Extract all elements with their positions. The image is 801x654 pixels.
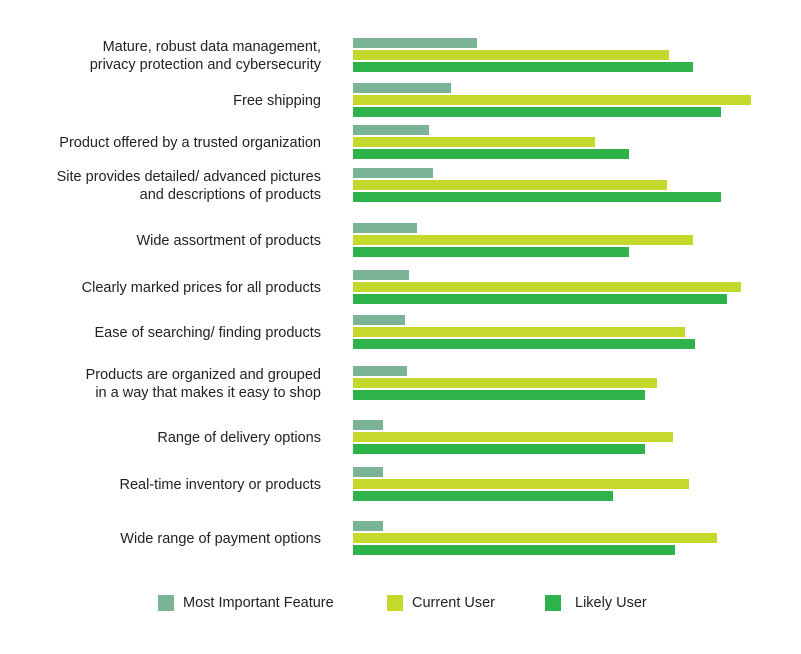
bar-most-important-feature [353, 420, 383, 430]
category-label: in a way that makes it easy to shop [95, 385, 321, 401]
legend-item-likely-user: Likely User [545, 595, 647, 611]
category-label: Wide range of payment options [120, 531, 321, 547]
bar-likely-user [353, 444, 645, 454]
legend-swatch [158, 595, 174, 611]
category-labels: Mature, robust data management, privacy p… [57, 39, 322, 547]
bar-likely-user [353, 107, 721, 117]
category-label: Mature, robust data management, [103, 39, 321, 55]
bar-current-user [353, 378, 657, 388]
bar-most-important-feature [353, 315, 405, 325]
bar-most-important-feature [353, 83, 451, 93]
bar-likely-user [353, 247, 629, 257]
bar-likely-user [353, 339, 695, 349]
legend-label: Likely User [575, 595, 647, 611]
bar-likely-user [353, 62, 693, 72]
bar-current-user [353, 282, 741, 292]
category-label: and descriptions of products [140, 187, 321, 203]
bar-most-important-feature [353, 168, 433, 178]
bar-current-user [353, 533, 717, 543]
category-label: Free shipping [233, 93, 321, 109]
bar-most-important-feature [353, 223, 417, 233]
category-label: Site provides detailed/ advanced picture… [57, 169, 321, 185]
legend-item-current-user: Current User [387, 595, 495, 611]
bar-current-user [353, 180, 667, 190]
bar-likely-user [353, 192, 721, 202]
bar-most-important-feature [353, 521, 383, 531]
category-label: Ease of searching/ finding products [95, 325, 322, 341]
bar-most-important-feature [353, 38, 477, 48]
legend-swatch [387, 595, 403, 611]
category-label: Range of delivery options [157, 430, 321, 446]
bar-likely-user [353, 491, 613, 501]
bar-likely-user [353, 149, 629, 159]
category-label: privacy protection and cybersecurity [90, 57, 322, 73]
bar-most-important-feature [353, 366, 407, 376]
legend: Most Important Feature Current User Like… [0, 595, 801, 615]
category-label: Real-time inventory or products [120, 477, 321, 493]
legend-swatch [545, 595, 561, 611]
bar-most-important-feature [353, 125, 429, 135]
bar-current-user [353, 327, 685, 337]
bar-likely-user [353, 545, 675, 555]
bar-current-user [353, 95, 751, 105]
bar-most-important-feature [353, 270, 409, 280]
category-label: Products are organized and grouped [86, 367, 321, 383]
bars [353, 38, 751, 555]
bar-likely-user [353, 390, 645, 400]
legend-label: Current User [412, 595, 495, 611]
legend-item-most-important: Most Important Feature [158, 595, 334, 611]
category-label: Product offered by a trusted organizatio… [59, 135, 321, 151]
bar-current-user [353, 137, 595, 147]
category-label: Wide assortment of products [136, 233, 321, 249]
bar-chart: Mature, robust data management, privacy p… [57, 38, 751, 555]
legend-label: Most Important Feature [183, 595, 334, 611]
bar-likely-user [353, 294, 727, 304]
bar-most-important-feature [353, 467, 383, 477]
bar-current-user [353, 50, 669, 60]
bar-current-user [353, 479, 689, 489]
bar-current-user [353, 235, 693, 245]
category-label: Clearly marked prices for all products [82, 280, 321, 296]
bar-current-user [353, 432, 673, 442]
